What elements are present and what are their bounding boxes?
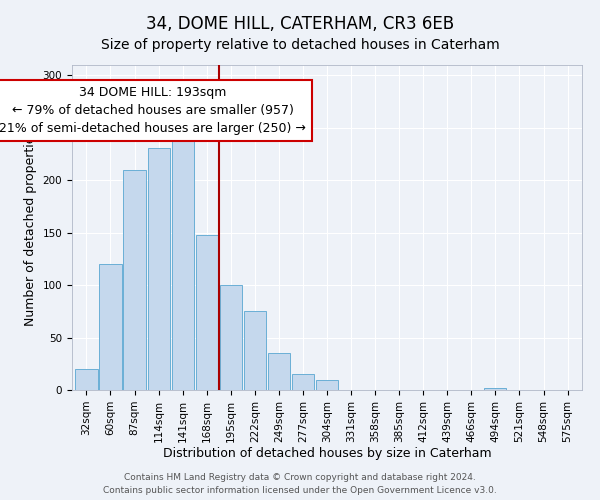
Bar [292, 374, 314, 390]
Bar [124, 170, 146, 390]
Bar [484, 388, 506, 390]
Text: Size of property relative to detached houses in Caterham: Size of property relative to detached ho… [101, 38, 499, 52]
Text: 34 DOME HILL: 193sqm
← 79% of detached houses are smaller (957)
21% of semi-deta: 34 DOME HILL: 193sqm ← 79% of detached h… [0, 86, 306, 135]
Bar [220, 285, 242, 390]
Bar [244, 312, 266, 390]
Bar [172, 128, 194, 390]
Bar [100, 264, 122, 390]
Bar [76, 369, 98, 390]
Text: Contains HM Land Registry data © Crown copyright and database right 2024.
Contai: Contains HM Land Registry data © Crown c… [103, 474, 497, 495]
Bar [148, 148, 170, 390]
X-axis label: Distribution of detached houses by size in Caterham: Distribution of detached houses by size … [163, 448, 491, 460]
Bar [196, 235, 218, 390]
Text: 34, DOME HILL, CATERHAM, CR3 6EB: 34, DOME HILL, CATERHAM, CR3 6EB [146, 15, 454, 33]
Y-axis label: Number of detached properties: Number of detached properties [24, 129, 37, 326]
Bar [316, 380, 338, 390]
Bar [268, 354, 290, 390]
